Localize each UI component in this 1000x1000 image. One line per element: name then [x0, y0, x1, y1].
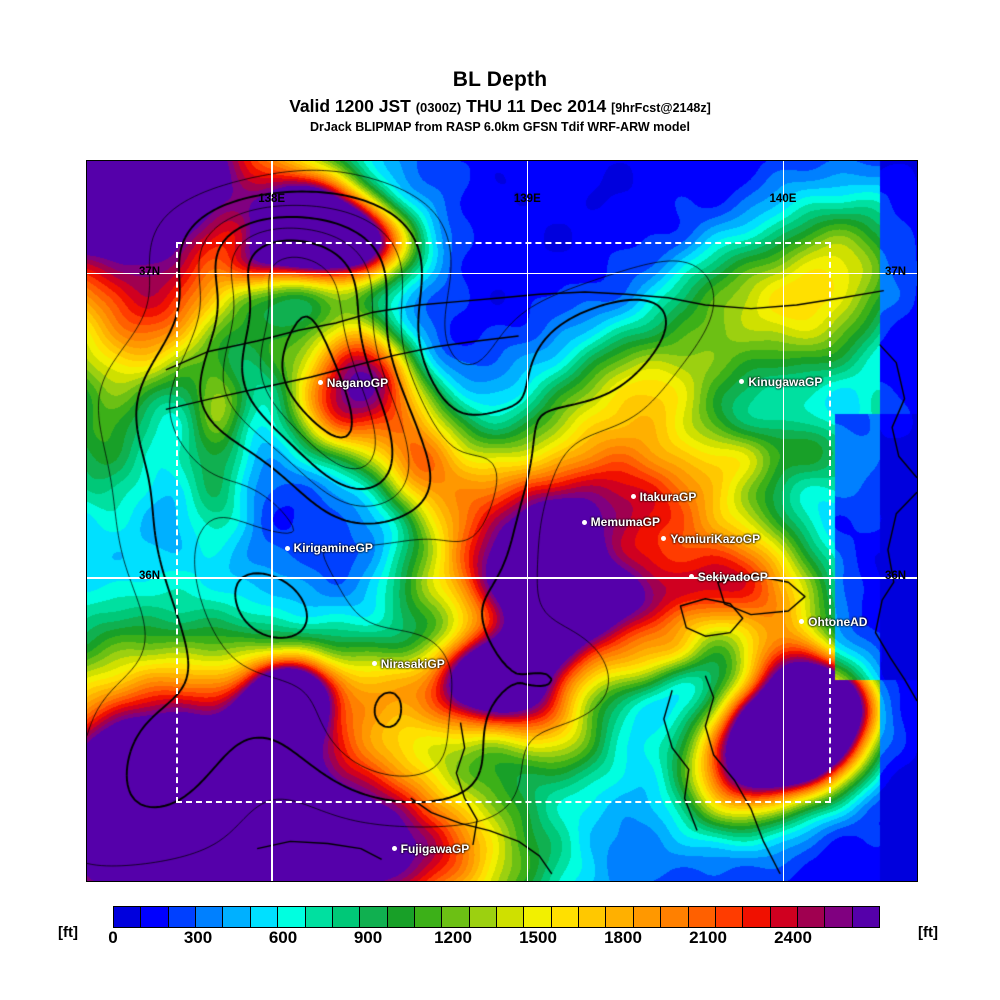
colorbar-swatch — [551, 907, 580, 927]
station-dot-icon — [688, 574, 694, 580]
colorbar-swatch — [278, 907, 306, 927]
station-label: FujigawaGP — [400, 841, 470, 856]
colorbar-tick-label: 0 — [108, 928, 118, 947]
latitude-label-left: 36N — [139, 570, 161, 583]
valid-prefix: Valid 1200 JST — [289, 96, 411, 116]
station-label: OhtoneAD — [808, 614, 868, 629]
colorbar-tick-label: 2400 — [774, 928, 812, 947]
colorbar-swatch — [414, 907, 443, 927]
colorbar-swatch — [196, 907, 224, 927]
station-dot-icon — [391, 845, 397, 851]
colorbar-swatch — [715, 907, 744, 927]
colorbar-legend: [ft] [ft] 0 300 600 900 1200 1500 1800 2100 2400 — [0, 900, 1000, 960]
station-marker[interactable]: FujigawaGP — [391, 841, 470, 856]
colorbar-swatch — [305, 907, 333, 927]
station-marker[interactable]: SekiyadoGP — [688, 570, 768, 585]
forecast-tag: [9hrFcst@2148z] — [611, 101, 711, 115]
colorbar-swatch — [579, 907, 607, 927]
station-label: SekiyadoGP — [697, 570, 768, 585]
colorbar-tick-label: 2100 — [689, 928, 727, 947]
station-label: KinugawaGP — [748, 375, 823, 390]
colorbar-swatch — [360, 907, 388, 927]
meridian-line — [526, 161, 529, 881]
latitude-label-right: 37N — [885, 265, 907, 278]
latitude-label-left: 37N — [139, 265, 161, 278]
colorbar-swatch — [524, 907, 552, 927]
colorbar-swatch — [250, 907, 279, 927]
longitude-label: 140E — [769, 193, 797, 205]
colorbar-swatch — [606, 907, 634, 927]
parallel-line — [87, 272, 917, 275]
station-marker[interactable]: KinugawaGP — [739, 375, 822, 389]
parallel-line — [87, 577, 917, 579]
station-label: ItakuraGP — [639, 489, 697, 504]
station-dot-icon — [371, 660, 377, 666]
valid-utc: (0300Z) — [415, 100, 462, 115]
meridian-line — [271, 161, 273, 881]
colorbar-swatch — [825, 907, 853, 927]
meridian-line — [782, 161, 785, 881]
colorbar-tick-label: 1200 — [434, 928, 472, 947]
colorbar-tick-label: 300 — [183, 928, 213, 947]
colorbar-swatch — [223, 907, 251, 927]
colorbar-swatch — [633, 907, 662, 927]
colorbar-swatch — [168, 907, 197, 927]
station-dot-icon — [630, 493, 636, 499]
colorbar-swatch — [387, 907, 415, 927]
page-title: BL Depth — [452, 68, 548, 91]
longitude-label: 139E — [513, 193, 541, 205]
colorbar-swatch — [688, 907, 716, 927]
longitude-label: 138E — [258, 193, 286, 205]
colorbar-tick-label: 900 — [353, 928, 383, 947]
inner-domain-boundary — [175, 241, 832, 803]
station-marker[interactable]: KirigamineGP — [284, 541, 373, 556]
colorbar-swatches — [113, 906, 880, 928]
forecast-map[interactable]: 138E138E139E139E140E140E37N37N36N36NNaga… — [86, 160, 918, 882]
colorbar-swatch — [770, 907, 798, 927]
colorbar-unit-right: [ft] — [918, 924, 938, 941]
title-block: BL Depth Valid 1200 JST (0300Z) THU 11 D… — [0, 68, 1000, 134]
colorbar-swatch — [442, 907, 470, 927]
colorbar-swatch — [743, 907, 771, 927]
colorbar-swatch — [797, 907, 826, 927]
station-label: KirigamineGP — [293, 541, 373, 556]
valid-time-line: Valid 1200 JST (0300Z) THU 11 Dec 2014 [… — [0, 96, 1000, 117]
colorbar-swatch — [141, 907, 169, 927]
station-dot-icon — [317, 380, 323, 386]
colorbar-swatch — [332, 907, 361, 927]
station-marker[interactable]: OhtoneAD — [799, 615, 867, 629]
colorbar-swatch — [469, 907, 498, 927]
colorbar-tick-label: 600 — [268, 928, 298, 947]
bl-depth-raster — [87, 161, 917, 881]
station-marker[interactable]: YomiuriKazoGP — [661, 532, 760, 546]
station-marker[interactable]: NaganoGP — [317, 375, 389, 390]
station-label: NaganoGP — [326, 375, 389, 390]
colorbar-swatch — [852, 907, 880, 927]
station-dot-icon — [739, 379, 745, 385]
model-source: DrJack BLIPMAP from RASP 6.0km GFSN Tdif… — [310, 120, 690, 134]
colorbar-swatch — [497, 907, 525, 927]
colorbar-swatch — [661, 907, 689, 927]
colorbar-tick-label: 1500 — [519, 928, 557, 947]
station-label: YomiuriKazoGP — [670, 532, 761, 546]
latitude-label-right: 36N — [885, 570, 907, 583]
station-dot-icon — [661, 536, 667, 542]
colorbar-swatch — [114, 907, 142, 927]
station-marker[interactable]: ItakuraGP — [630, 489, 697, 504]
station-marker[interactable]: MemumaGP — [581, 515, 661, 530]
station-dot-icon — [799, 619, 805, 625]
colorbar-tick-label: 1800 — [604, 928, 642, 947]
valid-date: THU 11 Dec 2014 — [466, 96, 607, 116]
colorbar-unit-left: [ft] — [58, 924, 78, 941]
station-marker[interactable]: NirasakiGP — [371, 656, 445, 671]
station-label: MemumaGP — [590, 515, 661, 530]
station-dot-icon — [284, 545, 290, 551]
station-label: NirasakiGP — [380, 656, 445, 671]
station-dot-icon — [581, 519, 587, 525]
